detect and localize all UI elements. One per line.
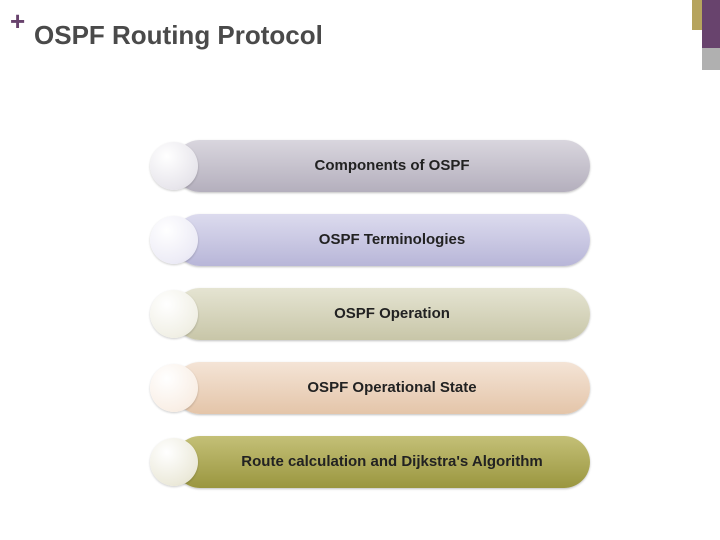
list-item: Components of OSPF	[150, 140, 590, 192]
topic-bar: OSPF Operation	[174, 288, 590, 340]
plus-icon: +	[10, 6, 25, 37]
topic-bar: OSPF Operational State	[174, 362, 590, 414]
topic-bar: OSPF Terminologies	[174, 214, 590, 266]
accent-stripe-gray	[702, 48, 720, 70]
topic-label: OSPF Terminologies	[319, 231, 465, 248]
topic-label: Route calculation and Dijkstra's Algorit…	[241, 453, 542, 470]
topic-bullet-icon	[150, 142, 198, 190]
topic-bar: Components of OSPF	[174, 140, 590, 192]
accent-stripe-purple	[702, 0, 720, 48]
list-item: OSPF Operational State	[150, 362, 590, 414]
accent-stripe-olive	[692, 0, 702, 30]
slide-title: OSPF Routing Protocol	[34, 20, 323, 51]
topic-label: Components of OSPF	[315, 157, 470, 174]
topic-label: OSPF Operation	[334, 305, 450, 322]
topic-bullet-icon	[150, 438, 198, 486]
topic-bar: Route calculation and Dijkstra's Algorit…	[174, 436, 590, 488]
topic-bullet-icon	[150, 290, 198, 338]
topic-list: Components of OSPF OSPF Terminologies OS…	[150, 140, 590, 510]
topic-label: OSPF Operational State	[307, 379, 476, 396]
topic-bullet-icon	[150, 216, 198, 264]
corner-accent	[692, 0, 720, 72]
list-item: Route calculation and Dijkstra's Algorit…	[150, 436, 590, 488]
list-item: OSPF Terminologies	[150, 214, 590, 266]
topic-bullet-icon	[150, 364, 198, 412]
list-item: OSPF Operation	[150, 288, 590, 340]
